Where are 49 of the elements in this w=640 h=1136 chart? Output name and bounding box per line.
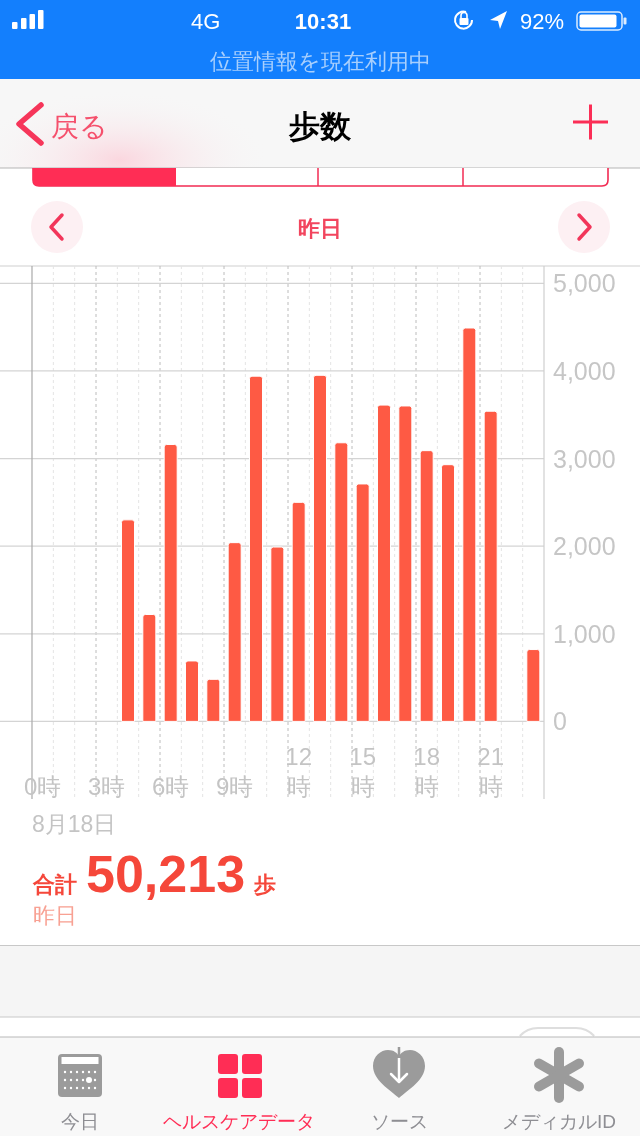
bar (483, 410, 498, 722)
bar (227, 542, 242, 722)
text: ソース (370, 1111, 428, 1132)
text: 50,213 (86, 845, 246, 903)
x-tick-label: 18時 (413, 743, 441, 800)
text: 8月18日 (32, 811, 117, 837)
x-tick-label: 9時 (215, 773, 254, 800)
text: ヘルスケアデータ (163, 1111, 315, 1132)
y-tick-label: 3,000 (553, 444, 616, 473)
text: 戻る (51, 111, 108, 142)
x-tick-label: 12時 (285, 743, 313, 800)
bar (142, 614, 157, 722)
bar (312, 374, 328, 722)
text: 今日 (61, 1111, 99, 1132)
bar (120, 519, 136, 722)
chart-title: 歩数 (288, 109, 352, 144)
bar (184, 660, 200, 722)
bar (462, 327, 477, 722)
bar (440, 464, 456, 722)
x-tick-label: 6時 (151, 773, 190, 800)
x-tick-label: 3時 (87, 773, 126, 800)
bar (376, 404, 392, 722)
text: 92% (520, 9, 565, 34)
text: 昨日 (33, 903, 77, 928)
x-tick-label: 21時 (477, 743, 505, 800)
bar (526, 649, 541, 722)
text: 合計 (32, 872, 77, 897)
x-tick-label: 0時 (23, 773, 62, 800)
y-tick-label: 2,000 (553, 532, 616, 561)
x-tick-label: 15時 (349, 743, 377, 800)
text: 歩 (253, 872, 277, 897)
y-tick-label: 1,000 (553, 619, 616, 648)
text: メディカルID (502, 1111, 616, 1132)
text: 位置情報を現在利用中 (209, 49, 431, 74)
text: 4G (191, 9, 221, 34)
bar (291, 501, 306, 722)
bar (355, 483, 370, 722)
bar (163, 444, 178, 722)
bar (398, 405, 413, 722)
bar (270, 546, 285, 722)
bar (419, 450, 434, 722)
bar (334, 442, 349, 722)
bar (206, 678, 221, 722)
y-tick-label: 0 (553, 707, 567, 736)
y-tick-label: 4,000 (553, 356, 616, 385)
text: 10:31 (294, 9, 352, 34)
chart-subtitle: 昨日 (298, 216, 342, 241)
y-tick-label: 5,000 (553, 269, 616, 298)
bar (248, 375, 264, 722)
